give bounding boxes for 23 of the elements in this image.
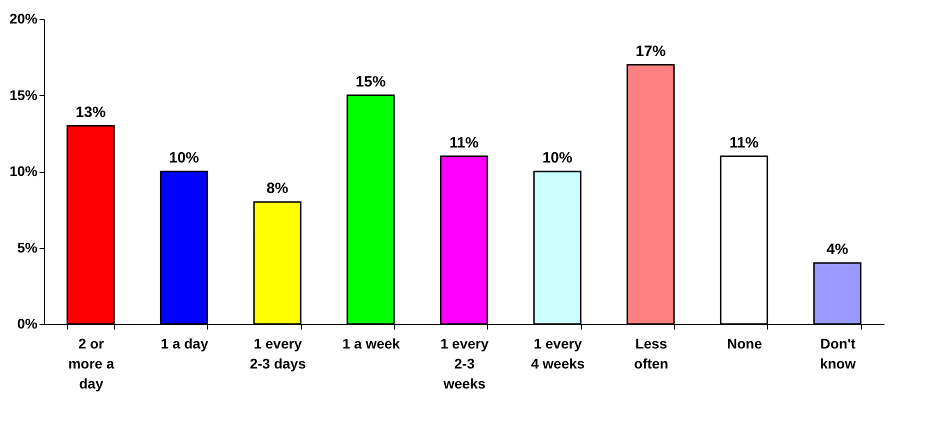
y-tick-label: 15%: [9, 86, 38, 103]
x-tick-label: 1 every 2-3 days: [250, 336, 306, 372]
data-label: 10%: [168, 150, 200, 166]
x-tick-label: 1 every 2-3 weeks: [440, 336, 489, 392]
y-tick-label: 0%: [17, 316, 38, 332]
data-label: 8%: [266, 180, 288, 197]
data-label: 11%: [729, 134, 759, 152]
data-label: 17%: [636, 42, 666, 60]
data-label: 13%: [76, 104, 106, 121]
data-label: 15%: [356, 73, 386, 90]
x-tick-label: Don't know: [820, 336, 856, 372]
y-tick-label: 10%: [9, 163, 38, 179]
x-tick-label: Less often: [634, 336, 668, 372]
y-tick-label: 20%: [9, 10, 38, 26]
data-label: 11%: [449, 134, 479, 152]
x-tick-label: 1 a day: [160, 336, 208, 352]
data-label: 10%: [542, 150, 572, 166]
x-tick-label: 2 or more a day: [68, 336, 114, 392]
data-label: 4%: [826, 241, 848, 258]
y-tick-label: 5%: [17, 239, 38, 256]
x-tick-label: 1 every 4 weeks: [530, 336, 585, 372]
x-tick-label: 1 a week: [342, 336, 400, 352]
x-tick-label: None: [727, 336, 762, 352]
